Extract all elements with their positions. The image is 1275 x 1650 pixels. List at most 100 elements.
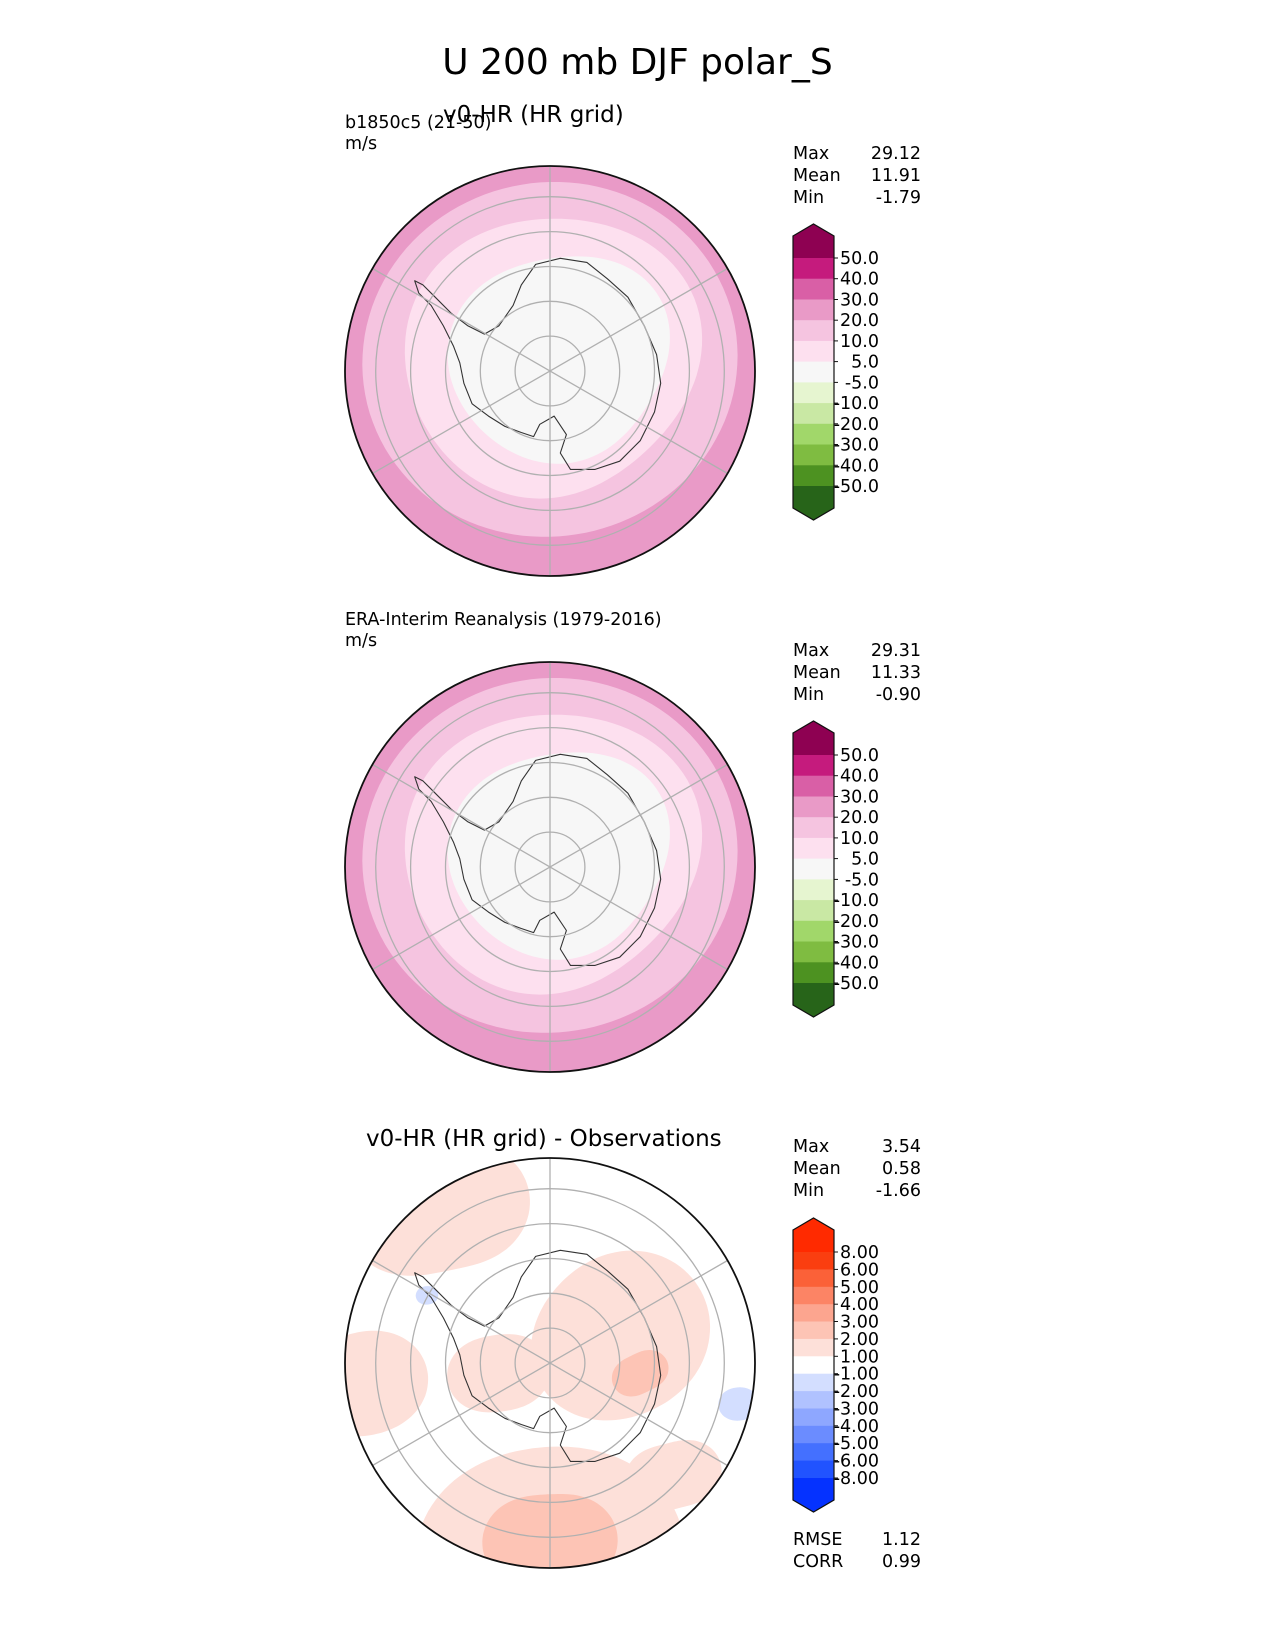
colorbar-segment: [793, 299, 834, 321]
metric-label: CORR: [793, 1552, 844, 1572]
band-polar-cap: [447, 256, 670, 464]
meridian-line: [372, 267, 728, 475]
colorbar-segment: [793, 796, 834, 818]
colorbar-segment: [793, 1356, 834, 1375]
colorbar-tick-label: -30.0: [834, 933, 879, 953]
stat-value: 29.12: [870, 144, 921, 164]
colorbar-tick-label: 2.00: [840, 1330, 879, 1350]
colorbar-tick-label: 5.00: [840, 1278, 879, 1298]
stat-value: 0.58: [882, 1159, 921, 1179]
antarctica-coastline: [414, 1249, 662, 1462]
colorbar-extend-min: [793, 983, 834, 1017]
colorbar-tick-label: -2.00: [834, 1382, 879, 1402]
colorbar-extend-min: [793, 1478, 834, 1512]
colorbar-segment: [793, 1373, 834, 1392]
polar-map-3: [344, 1157, 756, 1569]
patch-positive: [624, 1440, 722, 1512]
colorbar-tick-label: 6.00: [840, 1260, 879, 1280]
panel-3-title: v0-HR (HR grid) - Observations: [366, 1126, 722, 1152]
colorbar-tick-label: 30.0: [840, 788, 879, 808]
colorbar-tick-label: 10.0: [840, 332, 879, 352]
colorbar-3: -8.00-6.00-5.00-4.00-3.00-2.00-1.001.002…: [792, 1217, 879, 1513]
panel-1-units: m/s: [345, 134, 378, 154]
colorbar-tick-label: 3.00: [840, 1313, 879, 1333]
stat-value: 29.31: [870, 641, 921, 661]
colorbar-segment: [793, 920, 834, 943]
stat-value: 11.33: [870, 663, 921, 683]
colorbar-segment: [793, 858, 834, 880]
colorbar-tick-label: -10.0: [834, 891, 879, 911]
patch-positive: [345, 1330, 429, 1437]
colorbar-segment: [793, 1391, 834, 1410]
colorbar-segment: [793, 1286, 834, 1305]
colorbar-extend-max: [793, 721, 834, 755]
stat-label: Mean: [793, 1159, 841, 1179]
panel-1-stats: Max 29.12 Mean 11.91 Min -1.79: [793, 143, 921, 209]
colorbar-tick-label: 8.00: [840, 1243, 879, 1263]
colorbar-tick-label: -1.00: [834, 1365, 879, 1385]
colorbar-tick-label: 4.00: [840, 1295, 879, 1315]
map-boundary: [344, 1157, 756, 1569]
colorbar-outline: [792, 1217, 835, 1513]
colorbar-tick-label: 40.0: [840, 270, 879, 290]
colorbar-tick-label: 20.0: [840, 808, 879, 828]
stat-label: Mean: [793, 663, 841, 683]
colorbar-segment: [793, 382, 834, 404]
colorbar-segment: [793, 962, 834, 984]
colorbar-segment: [793, 465, 834, 487]
colorbar-tick-label: 10.0: [840, 829, 879, 849]
polar-map-1: [344, 165, 756, 577]
colorbar-segment: [793, 1443, 834, 1462]
field: [345, 166, 755, 576]
colorbar-segment: [793, 403, 834, 425]
panel-3-stats: Max 3.54 Mean 0.58 Min -1.66: [793, 1136, 921, 1202]
stat-value: -1.79: [875, 188, 921, 208]
figure-title: U 200 mb DJF polar_S: [442, 42, 833, 83]
colorbar-segment: [793, 340, 834, 363]
colorbar-segment: [793, 423, 834, 446]
colorbar-segment: [793, 900, 834, 922]
colorbar-segment: [793, 775, 834, 797]
map-boundary: [344, 165, 756, 577]
stat-value: 11.91: [870, 166, 921, 186]
colorbar-tick-label: -40.0: [834, 456, 879, 476]
colorbar-segment: [793, 444, 834, 466]
stat-label: Min: [793, 188, 825, 208]
colorbar-segment: [793, 1425, 834, 1444]
polar-map-2: [344, 661, 756, 1073]
colorbar-segment: [793, 1252, 834, 1270]
colorbar-outline: [792, 223, 835, 521]
colorbar-extend-min: [793, 486, 834, 520]
field: [345, 662, 755, 1072]
colorbar-tick-label: -30.0: [834, 436, 879, 456]
panel-2-units: m/s: [345, 631, 378, 651]
colorbar-tick-label: -50.0: [834, 477, 879, 497]
colorbar-segment: [793, 1321, 834, 1340]
colorbar-tick-label: 50.0: [840, 249, 879, 269]
stat-label: Max: [793, 1137, 830, 1157]
colorbar-tick-label: -3.00: [834, 1400, 879, 1420]
colorbar-segment: [793, 1338, 834, 1357]
metric-value: 1.12: [882, 1530, 921, 1550]
panel-1-title: v0-HR (HR grid): [443, 102, 624, 128]
metric-value: 0.99: [882, 1552, 921, 1572]
colorbar-2: -50.0-40.0-30.0-20.0-10.0-5.05.010.020.0…: [792, 720, 879, 1018]
colorbar-tick-label: -40.0: [834, 953, 879, 973]
stat-value: -0.90: [875, 685, 921, 705]
stat-label: Max: [793, 641, 830, 661]
colorbar-outline: [792, 720, 835, 1018]
colorbar-tick-label: 50.0: [840, 746, 879, 766]
panel-2-left-label: ERA-Interim Reanalysis (1979-2016): [345, 610, 662, 630]
colorbar-segment: [793, 879, 834, 901]
panel-2-stats: Max 29.31 Mean 11.33 Min -0.90: [793, 640, 921, 706]
meridian-line: [372, 1259, 728, 1467]
antarctica-coastline: [414, 257, 662, 470]
panel-3-metrics: RMSE 1.12 CORR 0.99: [793, 1529, 921, 1573]
colorbar-segment: [793, 837, 834, 860]
stat-label: Mean: [793, 166, 841, 186]
colorbar-extend-max: [793, 1218, 834, 1252]
patch-positive: [447, 1334, 551, 1413]
map-boundary: [344, 661, 756, 1073]
colorbar-tick-label: 40.0: [840, 767, 879, 787]
colorbar-tick-label: -8.00: [834, 1469, 879, 1489]
